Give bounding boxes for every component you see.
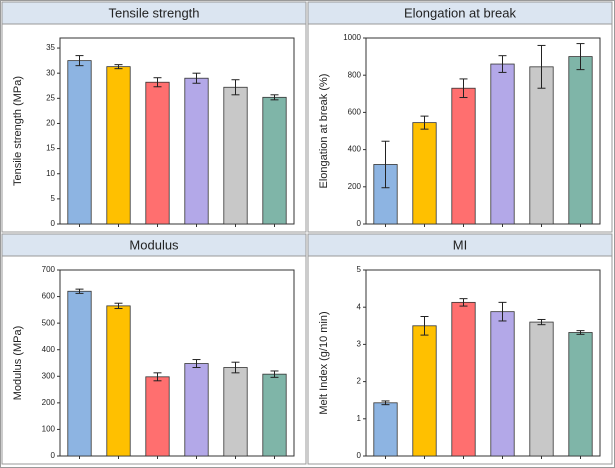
error-bar <box>498 55 507 73</box>
bar <box>184 363 209 457</box>
error-bar <box>114 302 123 310</box>
y-tick-label: 3 <box>357 340 362 349</box>
error-bar <box>420 115 429 130</box>
error-bar <box>75 288 84 294</box>
y-tick-label: 5 <box>357 265 362 274</box>
y-tick-label: 15 <box>46 144 55 153</box>
y-tick-label: 700 <box>42 265 56 274</box>
panel-header <box>307 233 613 257</box>
bar <box>67 290 92 457</box>
chart-title: MI <box>453 237 467 252</box>
bar <box>490 63 515 225</box>
y-tick-label: 5 <box>51 194 56 203</box>
panel-header <box>1 233 307 257</box>
y-tick-label: 1000 <box>343 33 361 42</box>
bar <box>490 311 515 457</box>
bar <box>223 86 248 225</box>
bar <box>373 402 398 457</box>
bar <box>145 81 170 225</box>
error-bar <box>537 318 546 326</box>
bar <box>451 87 476 225</box>
error-bar <box>192 72 201 84</box>
bar <box>145 376 170 457</box>
y-axis-label: Modulus (MPa) <box>12 326 24 401</box>
error-bar <box>270 94 279 101</box>
bar <box>568 56 593 225</box>
plot-area <box>59 37 295 225</box>
panel-header <box>1 1 307 25</box>
error-bar <box>381 400 390 406</box>
bar <box>568 332 593 457</box>
error-bar <box>153 77 162 88</box>
bar <box>412 122 437 225</box>
y-tick-label: 800 <box>348 70 362 79</box>
chart-title: Modulus <box>129 237 179 252</box>
plot-area <box>365 269 601 457</box>
error-bar <box>270 370 279 378</box>
bar <box>67 60 92 225</box>
plot-area <box>365 37 601 225</box>
bar <box>106 66 131 225</box>
y-tick-label: 100 <box>42 425 56 434</box>
y-axis-label: Elongation at break (%) <box>318 74 330 189</box>
y-tick-label: 0 <box>51 451 56 460</box>
y-tick-label: 35 <box>46 43 55 52</box>
y-axis-label: Melt Index (g/10 min) <box>318 311 330 414</box>
y-tick-label: 25 <box>46 93 55 102</box>
error-bar <box>459 78 468 99</box>
y-tick-label: 20 <box>46 119 55 128</box>
y-tick-label: 300 <box>42 371 56 380</box>
y-tick-label: 600 <box>348 108 362 117</box>
error-bar <box>459 298 468 307</box>
bar <box>529 321 554 457</box>
y-tick-label: 2 <box>357 377 362 386</box>
y-tick-label: 0 <box>357 451 362 460</box>
error-bar <box>420 316 429 336</box>
y-tick-label: 200 <box>348 182 362 191</box>
error-bar <box>231 361 240 374</box>
error-bar <box>576 43 585 71</box>
y-tick-label: 0 <box>51 219 56 228</box>
error-bar <box>153 372 162 382</box>
error-bar <box>231 79 240 96</box>
bar <box>262 373 287 457</box>
y-tick-label: 30 <box>46 68 55 77</box>
y-tick-label: 500 <box>42 318 56 327</box>
error-bar <box>498 301 507 322</box>
panel-header <box>307 1 613 25</box>
y-tick-label: 4 <box>357 302 362 311</box>
error-bar <box>75 55 84 67</box>
y-tick-label: 400 <box>42 345 56 354</box>
bar <box>451 301 476 457</box>
error-bar <box>381 140 390 189</box>
y-tick-label: 600 <box>42 292 56 301</box>
y-tick-label: 0 <box>357 219 362 228</box>
y-tick-label: 10 <box>46 169 55 178</box>
bar <box>262 96 287 225</box>
bar <box>106 305 131 457</box>
plot-area <box>59 269 295 457</box>
error-bar <box>114 64 123 70</box>
error-bar <box>537 44 546 89</box>
error-bar <box>576 330 585 335</box>
bar <box>223 367 248 457</box>
bar <box>184 77 209 225</box>
chart-title: Elongation at break <box>404 5 517 20</box>
y-tick-label: 200 <box>42 398 56 407</box>
y-tick-label: 1 <box>357 414 362 423</box>
chart-title: Tensile strength <box>108 5 199 20</box>
bar <box>412 325 437 457</box>
error-bar <box>192 359 201 369</box>
y-axis-label: Tensile strength (MPa) <box>12 76 24 186</box>
y-tick-label: 400 <box>348 145 362 154</box>
bar <box>529 66 554 225</box>
